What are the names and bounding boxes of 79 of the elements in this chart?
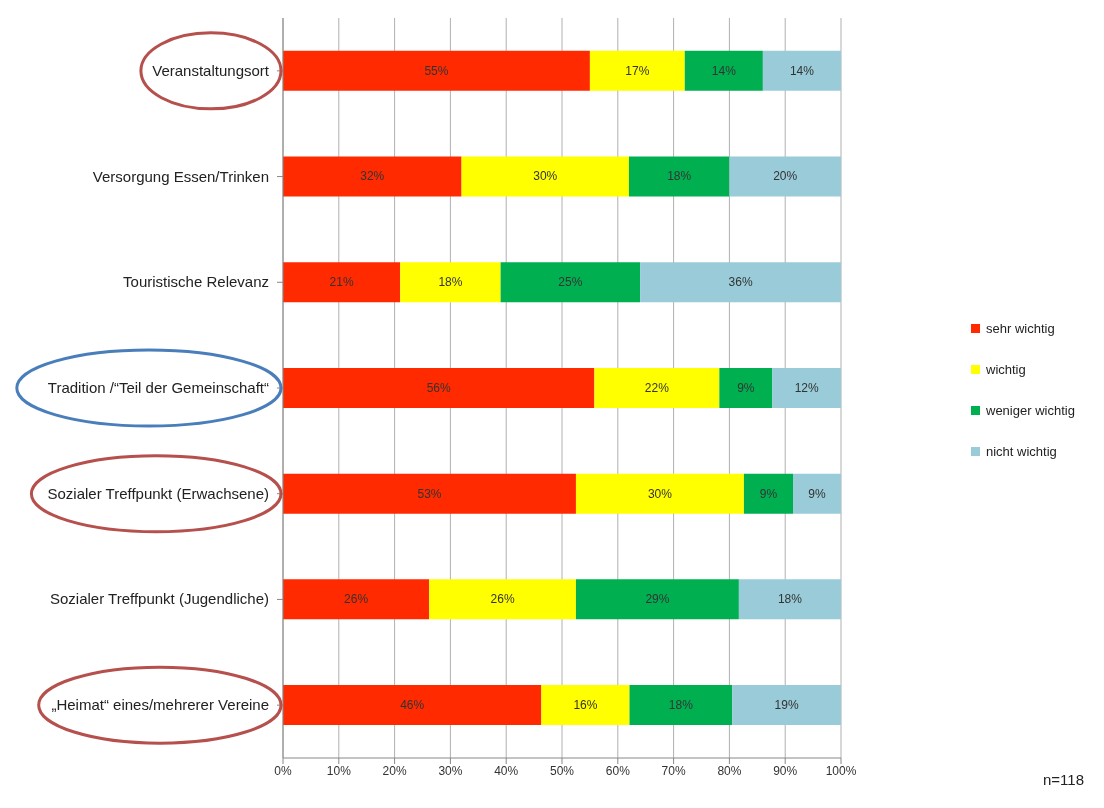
text: n=118 [1042,771,1084,788]
data-label: 14% [789,63,815,78]
bar [500,262,641,303]
data-label: 18% [777,592,803,607]
bar [628,156,730,197]
bar [594,367,720,408]
y-tick-label: „Heimat“ eines/mehrerer Vereine [51,696,269,714]
data-label: 46% [400,698,425,713]
legend-label: wichtig [986,362,1026,377]
bar [400,262,501,303]
legend-label: weniger wichtig [986,403,1075,418]
y-tick-label: Tradition /“Teil der Gemeinschaft“ [47,379,269,396]
bar [283,473,576,514]
bar [684,50,763,91]
x-tick-label: 20% [382,763,407,778]
data-label: 26% [344,592,369,607]
data-label: 36% [728,275,753,290]
data-label: 9% [759,486,778,501]
y-tick-label: Veranstaltungsort [152,61,270,79]
bar [283,367,595,408]
bar [283,50,590,91]
bar [793,473,841,514]
data-label: 20% [773,169,798,184]
data-label: 18% [668,698,694,713]
data-label: 25% [558,275,583,290]
x-tick-label: 10% [326,763,352,778]
data-label: 21% [329,275,354,290]
bar [762,50,841,91]
bar [743,473,794,514]
bar [283,685,542,726]
data-label: 22% [644,380,670,395]
x-tick-label: 100% [825,763,857,778]
bar [772,367,841,408]
data-label: 55% [424,63,449,78]
bar [629,685,733,726]
bar [575,579,739,620]
x-tick-label: 40% [494,763,519,778]
y-tick-label: Sozialer Treffpunkt (Jugendliche) [49,590,269,608]
bar [283,579,430,620]
legend-label: nicht wichtig [986,444,1057,459]
data-label: 14% [711,63,737,78]
data-label: 56% [426,380,452,395]
data-label: 17% [625,63,650,78]
x-tick-label: 50% [549,763,575,778]
bar [283,262,401,303]
bar [575,473,744,514]
x-tick-label: 30% [438,763,463,778]
y-tick-label: Sozialer Treffpunkt (Erwachsene) [47,484,269,502]
data-label: 53% [417,486,442,501]
y-tick-label: Touristische Relevanz [123,273,269,291]
x-tick-label: 80% [717,763,742,778]
bar [719,367,773,408]
data-label: 26% [490,592,515,607]
x-tick-label: 0% [274,763,292,778]
data-label: 18% [667,169,692,184]
data-label: 29% [645,592,670,607]
x-tick-label: 90% [773,763,798,778]
data-label: 9% [737,380,755,395]
bar [738,579,841,620]
bar [640,262,841,303]
data-label: 18% [438,275,463,290]
data-label: 30% [647,486,673,501]
bar [729,156,841,197]
bar [589,50,685,91]
data-label: 19% [774,698,799,713]
x-tick-label: 70% [661,763,686,778]
bar [732,685,841,726]
data-label: 32% [360,169,385,184]
data-label: 12% [794,380,820,395]
y-tick-label: Versorgung Essen/Trinken [92,167,269,185]
legend-label: sehr wichtig [986,321,1055,336]
bar [283,156,462,197]
data-label: 16% [573,698,598,713]
bar [429,579,576,620]
bar [541,685,630,726]
bar [461,156,629,197]
data-label: 30% [533,169,558,184]
data-label: 9% [808,486,827,501]
x-tick-label: 60% [605,763,631,778]
